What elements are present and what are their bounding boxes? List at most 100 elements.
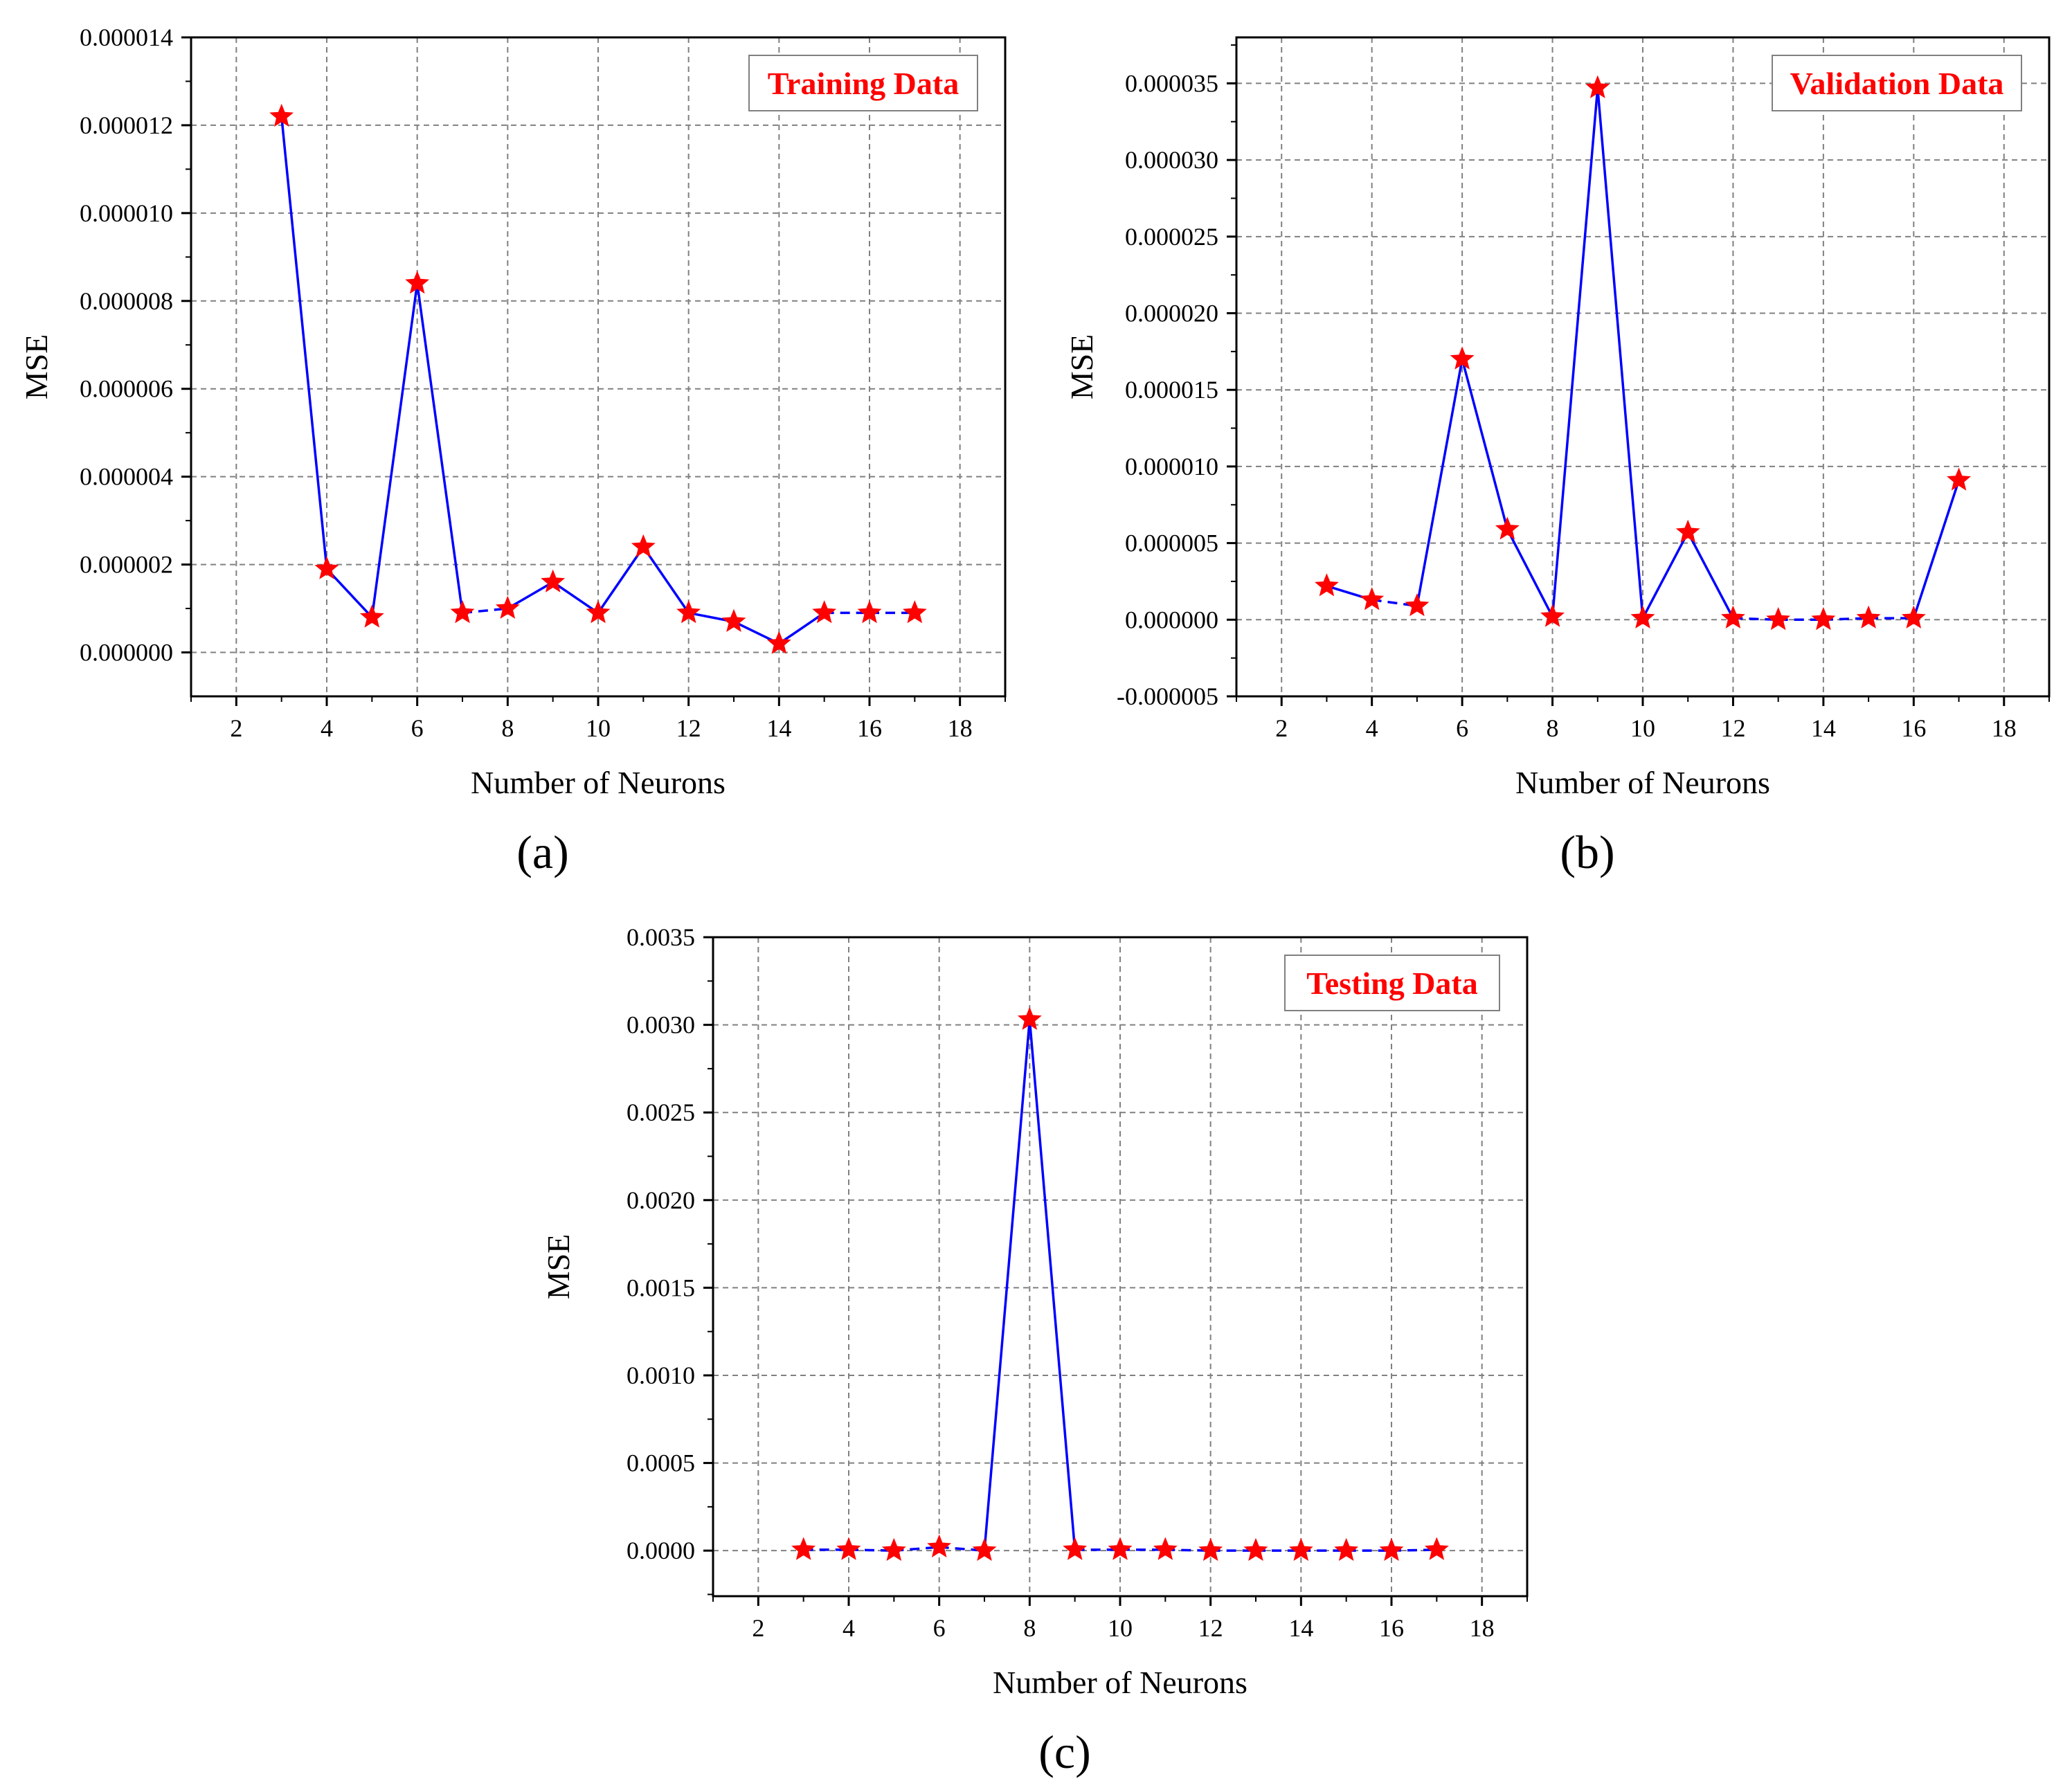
legend-label: Validation Data — [1790, 66, 2004, 101]
data-point-star — [1901, 605, 1926, 629]
data-point-star — [450, 600, 475, 624]
y-tick-label: 0.000000 — [80, 639, 173, 667]
x-tick-label: 14 — [1811, 714, 1836, 742]
x-axis-title: Number of Neurons — [993, 1665, 1247, 1700]
series-segment — [1028, 1019, 1076, 1551]
data-point-star — [269, 103, 294, 127]
data-point-star — [1379, 1537, 1404, 1561]
x-tick-label: 6 — [933, 1614, 946, 1642]
data-point-star — [1675, 519, 1700, 543]
data-point-star — [1198, 1537, 1223, 1561]
data-point-star — [1495, 516, 1520, 540]
legend-box — [1284, 955, 1500, 1011]
data-point-star — [857, 600, 882, 624]
x-tick-label: 12 — [1198, 1614, 1223, 1642]
y-tick-label: -0.000005 — [1117, 682, 1218, 710]
legend-box — [1772, 55, 2022, 111]
data-point-star — [791, 1537, 816, 1560]
x-tick-label: 4 — [843, 1614, 855, 1642]
series-segment — [507, 581, 554, 610]
x-tick-label: 2 — [230, 714, 242, 742]
y-tick-label: 0.000000 — [1125, 606, 1218, 633]
panel-label: (b) — [1560, 826, 1614, 878]
chart-panel-c: 2 4 6 8 10 12 14 16 18 0.0000 0.0005 0.0010 0.0015 0.… — [541, 923, 1529, 1778]
x-tick-label: 2 — [1275, 714, 1288, 742]
y-tick-label: 0.000020 — [1125, 300, 1218, 327]
data-point-star — [1540, 604, 1565, 627]
y-tick-label: 0.000010 — [1125, 453, 1218, 480]
y-tick-label: 0.000002 — [80, 551, 173, 579]
data-point-star — [1334, 1537, 1359, 1561]
x-tick-label: 18 — [1470, 1614, 1495, 1642]
legend-label: Testing Data — [1306, 966, 1478, 1001]
y-tick-label: 0.000030 — [1125, 146, 1218, 174]
series-segment — [1506, 528, 1554, 617]
y-tick-label: 0.0005 — [627, 1449, 695, 1477]
series-segment — [1912, 480, 1961, 619]
data-point-star — [676, 600, 701, 624]
x-tick-label: 14 — [766, 714, 791, 742]
series-segment — [552, 581, 599, 614]
x-tick-label: 10 — [1108, 1614, 1133, 1642]
y-tick-label: 0.000010 — [80, 199, 173, 227]
y-axis-title: MSE — [19, 334, 54, 400]
y-tick-label: 0.0030 — [627, 1011, 695, 1039]
data-point-star — [1405, 593, 1430, 617]
x-tick-label: 4 — [321, 714, 333, 742]
series-segment — [642, 546, 690, 614]
x-axis-title: Number of Neurons — [1515, 765, 1770, 800]
data-point-star — [1721, 605, 1745, 629]
series-segment — [1551, 87, 1599, 617]
y-tick-label: 0.0010 — [627, 1362, 695, 1389]
x-tick-label: 6 — [411, 714, 424, 742]
series-segment — [778, 611, 825, 645]
data-point-star — [1243, 1537, 1268, 1561]
series-segment — [280, 116, 328, 570]
y-tick-label: 0.0025 — [627, 1099, 695, 1126]
y-axis-title: MSE — [1064, 334, 1099, 400]
data-point-star — [1153, 1537, 1178, 1560]
y-tick-label: 0.000012 — [80, 111, 173, 139]
data-point-star — [405, 271, 430, 294]
data-point-star — [541, 569, 566, 593]
chart-panel-b: 2 4 6 8 10 12 14 16 18 -0.000005 0.000000 0.000005 0… — [1064, 36, 2051, 878]
panel-label: (a) — [516, 826, 568, 878]
data-point-star — [902, 600, 927, 624]
series-segment — [370, 283, 419, 617]
data-point-star — [1947, 467, 1971, 491]
y-tick-label: 0.000005 — [1125, 530, 1218, 557]
series-segment — [597, 546, 645, 614]
data-point-star — [631, 534, 656, 558]
data-point-star — [881, 1537, 906, 1561]
series-segment — [1416, 359, 1463, 606]
data-point-star — [586, 600, 611, 624]
data-point-star — [1856, 605, 1881, 629]
series-segment — [325, 568, 373, 618]
data-point-star — [359, 604, 384, 628]
data-point-star — [1360, 587, 1385, 611]
y-tick-label: 0.000014 — [80, 24, 173, 51]
series-segment — [1641, 532, 1689, 619]
x-tick-label: 16 — [857, 714, 882, 742]
data-point-star — [1063, 1537, 1088, 1560]
data-point-star — [972, 1537, 997, 1561]
series-segment — [1596, 87, 1644, 619]
data-point-star — [1288, 1537, 1313, 1561]
legend-box — [748, 55, 978, 111]
data-point-star — [1585, 75, 1610, 98]
x-tick-label: 12 — [1720, 714, 1745, 742]
data-point-star — [766, 631, 791, 654]
data-point-star — [836, 1537, 861, 1560]
x-tick-label: 16 — [1901, 714, 1926, 742]
data-point-star — [1766, 606, 1791, 631]
y-tick-label: 0.0020 — [627, 1186, 695, 1214]
y-tick-label: 0.000025 — [1125, 223, 1218, 251]
series-segment — [415, 283, 464, 613]
y-tick-label: 0.0035 — [627, 923, 695, 951]
x-tick-label: 10 — [586, 714, 611, 742]
data-point-star — [927, 1534, 952, 1557]
y-tick-label: 0.0000 — [627, 1537, 695, 1564]
x-tick-label: 8 — [1023, 1614, 1036, 1642]
chart-panel-a: 2 4 6 8 10 12 14 16 18 0.000000 0.000002 0.000004 0.… — [19, 24, 1007, 878]
